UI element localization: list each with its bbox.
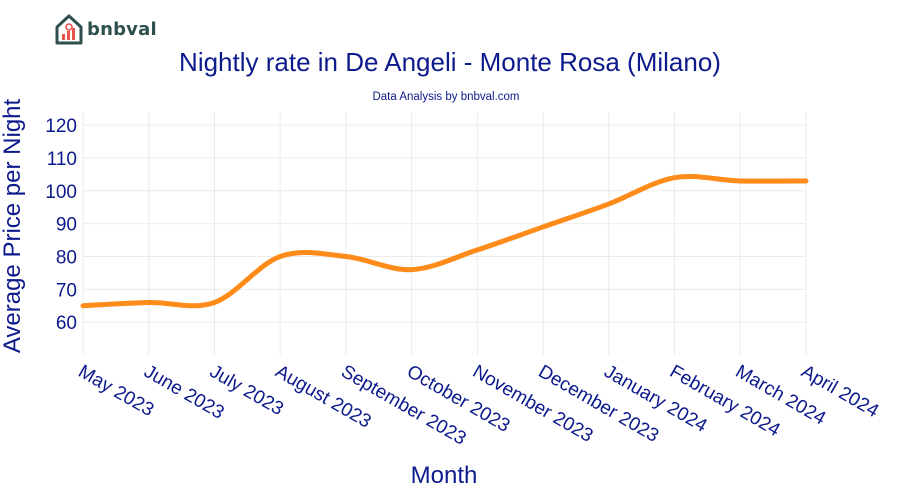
chart-title: Nightly rate in De Angeli - Monte Rosa (… <box>179 47 721 77</box>
house-icon <box>55 14 83 45</box>
x-gridlines <box>82 112 807 355</box>
y-tick-label: 60 <box>56 313 77 334</box>
y-tick-label: 120 <box>45 116 77 137</box>
brand-name: bnbval <box>87 18 157 40</box>
y-tick-labels: 60 70 80 90 100 110 120 <box>45 116 77 334</box>
y-tick-label: 70 <box>56 280 77 301</box>
y-axis-title: Average Price per Night <box>0 98 26 353</box>
x-axis-title: Month <box>411 462 478 489</box>
series-line <box>80 173 809 309</box>
y-tick-label: 90 <box>56 215 77 236</box>
x-tick-label: February 2024 <box>666 361 784 441</box>
y-tick-label: 80 <box>56 247 77 268</box>
chart-subtitle: Data Analysis by bnbval.com <box>372 91 519 103</box>
y-tick-label: 110 <box>47 149 77 170</box>
bnbval-logo: bnbval <box>54 12 157 46</box>
y-tick-label: 100 <box>45 182 77 203</box>
y-gridlines <box>83 124 806 323</box>
